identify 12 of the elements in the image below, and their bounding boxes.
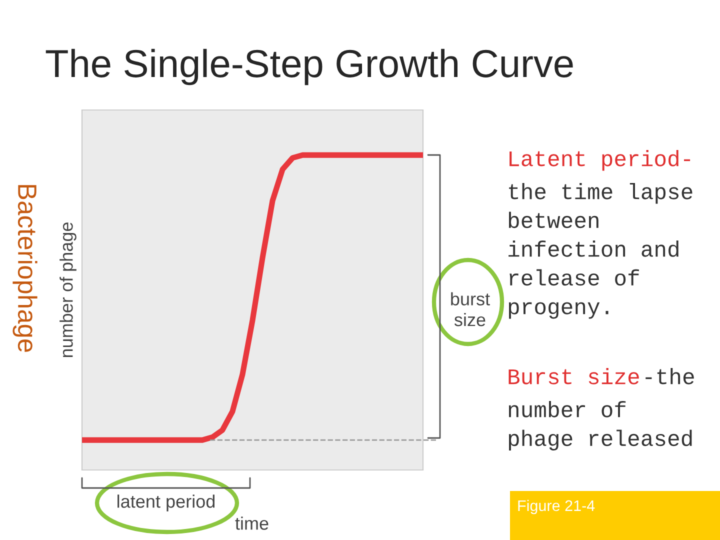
caption: Figure 21-4 xyxy=(518,500,595,514)
chart-title: The Single-Step Growth Curve xyxy=(46,48,573,86)
text: the time lapse between infection and release of progeny. xyxy=(508,183,692,319)
text: number of phage released xyxy=(508,401,692,450)
text: Burst size xyxy=(508,368,639,384)
text: -the xyxy=(646,368,694,384)
text: latent period xyxy=(118,494,215,512)
x-axis-title: time xyxy=(235,516,268,530)
text: Bacteriophage xyxy=(12,185,38,352)
y-axis-title: number of phage xyxy=(60,222,76,358)
text: Latent period- xyxy=(510,150,690,171)
text: burst size xyxy=(451,292,490,326)
